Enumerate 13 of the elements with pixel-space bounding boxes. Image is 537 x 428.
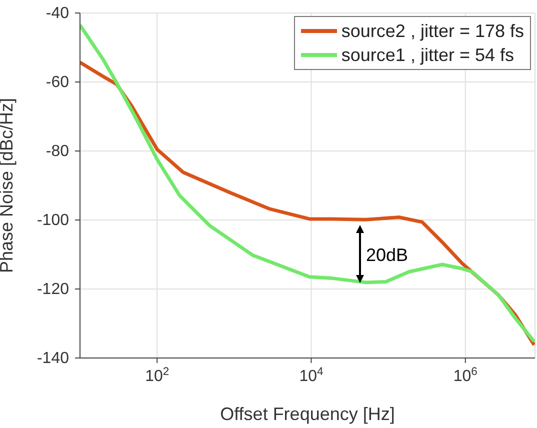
y-tick-label: -140 [36,350,70,367]
y-tick-label: -40 [46,5,70,22]
legend-label: source1 , jitter = 54 fs [341,44,514,67]
x-tick-label: 10$^{4}$ [299,366,324,385]
x-tick-label: 10$^{2}$ [145,366,170,385]
x-axis-title: Offset Frequency [Hz] [220,404,395,424]
annotation: 20dB [366,245,408,265]
legend-label: source2 , jitter = 178 fs [341,20,524,43]
y-tick-label: -100 [36,212,70,229]
y-tick-label: -60 [46,74,70,91]
x-tick-label: 10$^{6}$ [453,366,478,385]
y-tick-label: -80 [46,143,70,160]
y-tick-label: -120 [36,281,70,298]
